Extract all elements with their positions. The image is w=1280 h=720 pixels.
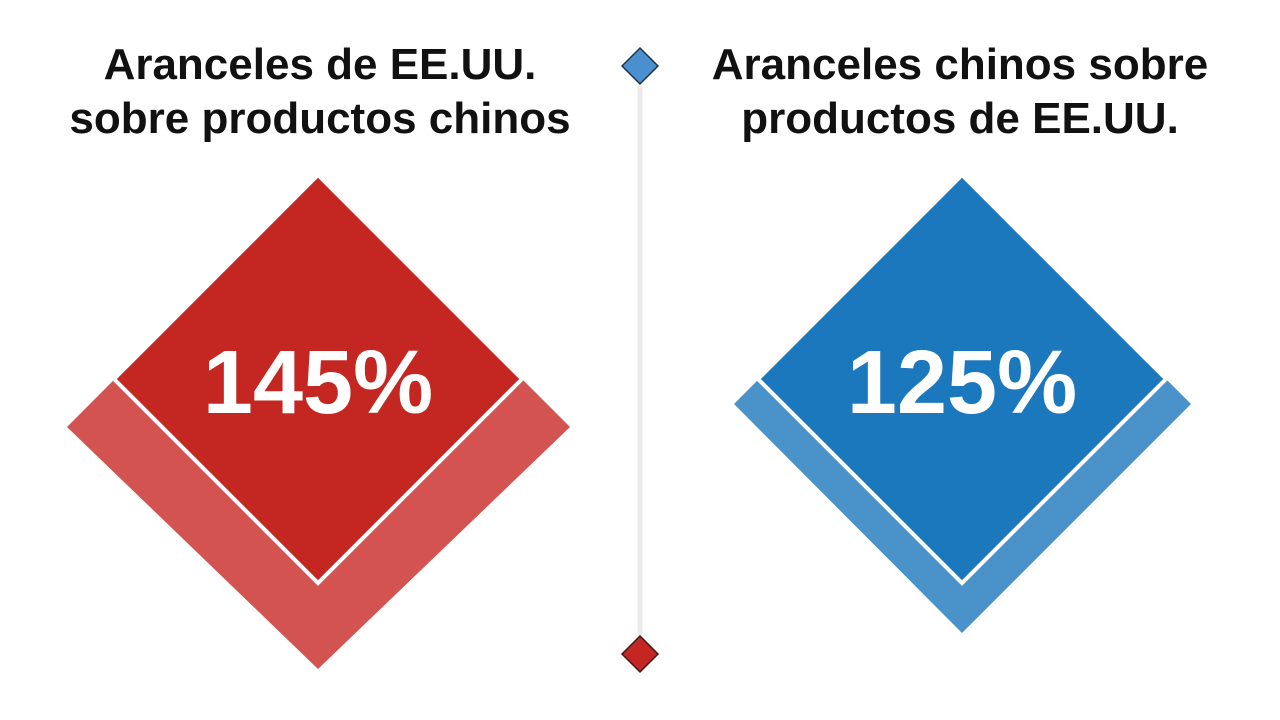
us-tariff-title: Aranceles de EE.UU. sobre productos chin… [40,38,600,146]
china-tariff-value-label: 125% [847,333,1077,433]
panel-us-tariffs: 145% [67,172,570,669]
us-tariff-value-label: 145% [203,333,433,433]
china-tariff-title-line-1: Aranceles chinos sobre [711,40,1209,89]
us-tariff-title-line-1: Aranceles de EE.UU. [103,40,537,89]
divider-top-diamond-icon [620,46,660,86]
us-tariff-inner-diamond [111,172,525,586]
china-tariff-title: Aranceles chinos sobre productos de EE.U… [680,38,1240,146]
china-tariff-title-line-2: productos de EE.UU. [741,94,1179,143]
panel-china-tariffs: 125% [734,172,1191,633]
divider-bottom-diamond-icon [620,634,660,674]
china-tariff-inner-diamond [755,172,1169,586]
us-tariff-title-line-2: sobre productos chinos [69,94,571,143]
